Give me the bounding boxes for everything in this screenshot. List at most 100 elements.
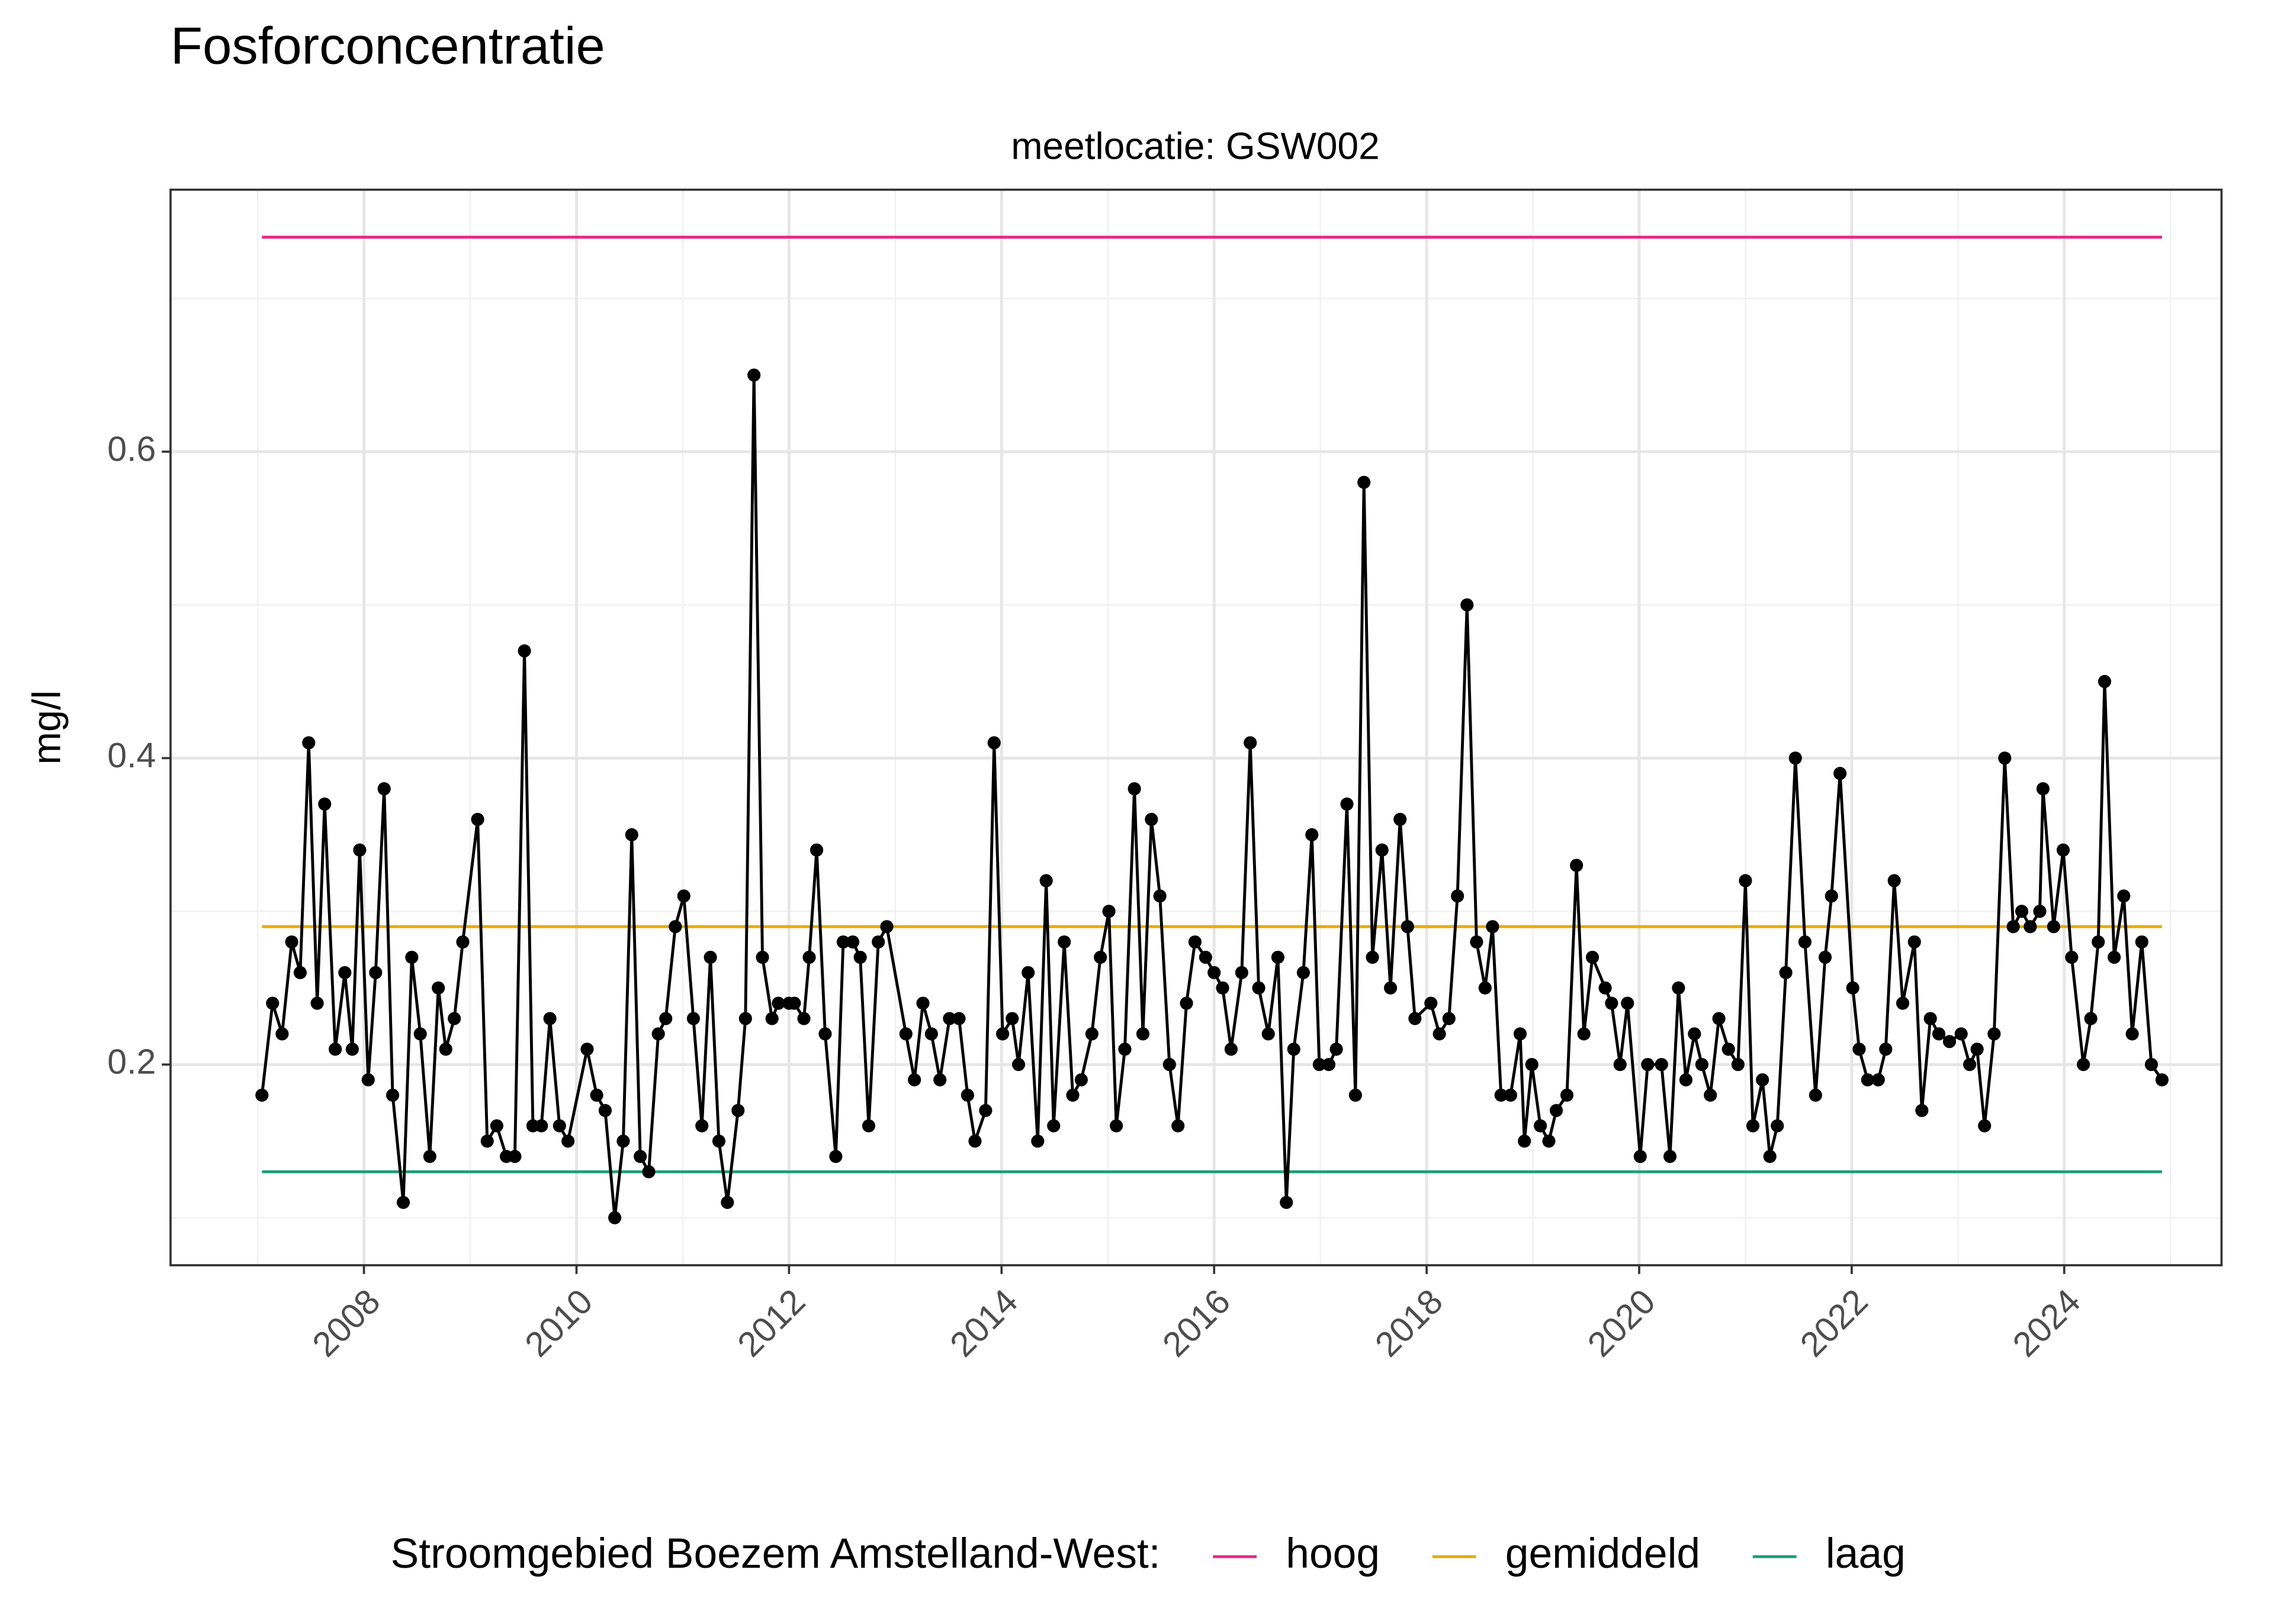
data-point: [1074, 1073, 1088, 1086]
data-point: [1721, 1043, 1735, 1056]
data-point: [293, 966, 307, 979]
data-point: [1712, 1012, 1726, 1025]
data-point: [1833, 767, 1847, 780]
data-point: [677, 889, 690, 903]
data-point: [456, 935, 470, 949]
data-point: [1655, 1057, 1668, 1072]
chart-title: Fosforconcentratie: [171, 17, 605, 75]
data-point: [2006, 920, 2020, 934]
data-point: [1513, 1027, 1527, 1041]
data-point: [952, 1012, 966, 1025]
data-point: [1312, 1057, 1326, 1072]
data-point: [2125, 1027, 2139, 1041]
data-point: [1145, 812, 1158, 827]
data-point: [1504, 1088, 1517, 1102]
data-point: [413, 1027, 427, 1041]
data-point: [1621, 996, 1634, 1010]
data-point: [2077, 1057, 2090, 1072]
data-point: [846, 935, 860, 949]
data-point: [1011, 1057, 1026, 1072]
data-point: [2065, 950, 2079, 964]
legend-title: Stroomgebied Boezem Amstelland-West:: [391, 1530, 1161, 1577]
data-point: [1560, 1088, 1574, 1102]
data-point: [1942, 1035, 1957, 1049]
legend-label: gemiddeld: [1505, 1530, 1700, 1577]
data-point: [1384, 981, 1398, 995]
data-point: [2047, 920, 2060, 934]
data-point: [329, 1043, 342, 1056]
data-point: [829, 1150, 843, 1163]
data-point: [1433, 1027, 1446, 1041]
data-point: [836, 935, 850, 949]
data-point: [686, 1012, 700, 1025]
data-point: [1542, 1134, 1556, 1148]
data-point: [1932, 1027, 1946, 1041]
data-point: [1366, 950, 1379, 964]
data-point: [1216, 981, 1229, 995]
data-point: [2092, 935, 2105, 949]
data-point: [1348, 1088, 1362, 1102]
legend: Stroomgebied Boezem Amstelland-West: hoo…: [391, 1530, 1906, 1577]
data-point: [1809, 1088, 1822, 1102]
data-point: [1118, 1043, 1132, 1056]
data-point: [1153, 889, 1167, 903]
data-point: [1887, 874, 1901, 887]
data-point: [2144, 1057, 2159, 1072]
data-point: [1287, 1043, 1300, 1056]
data-point: [1963, 1057, 1977, 1072]
data-point: [1494, 1088, 1508, 1102]
data-point: [448, 1012, 461, 1025]
data-point: [1408, 1012, 1422, 1025]
data-point: [943, 1012, 956, 1025]
data-point: [802, 950, 816, 964]
data-point: [361, 1073, 375, 1086]
data-point: [285, 935, 298, 949]
data-point: [1039, 874, 1053, 887]
data-point: [1679, 1073, 1693, 1086]
data-point: [561, 1134, 575, 1148]
y-axis-label: mg/l: [25, 690, 69, 765]
data-point: [908, 1073, 921, 1086]
data-point: [1641, 1057, 1655, 1072]
data-point: [1605, 996, 1618, 1010]
data-point: [738, 1012, 752, 1025]
data-point: [1451, 889, 1464, 903]
data-point: [1162, 1057, 1176, 1072]
data-point: [1357, 475, 1371, 489]
data-point: [338, 966, 352, 979]
data-point: [608, 1211, 622, 1224]
data-point: [853, 950, 867, 964]
data-point: [275, 1027, 289, 1041]
data-point: [1779, 966, 1793, 979]
data-point: [2098, 675, 2112, 689]
data-point: [353, 843, 367, 857]
data-point: [1672, 981, 1685, 995]
data-point: [961, 1088, 974, 1102]
data-point: [405, 950, 419, 964]
data-point: [1006, 1012, 1019, 1025]
data-point: [987, 736, 1001, 750]
data-point: [377, 782, 391, 796]
data-point: [772, 996, 785, 1010]
data-point: [2084, 1012, 2098, 1025]
data-point: [386, 1088, 400, 1102]
data-point: [1663, 1150, 1677, 1163]
data-point: [721, 1195, 734, 1210]
data-point: [1329, 1043, 1343, 1056]
data-point: [1818, 950, 1832, 964]
data-point: [1271, 950, 1284, 964]
data-point: [616, 1134, 630, 1148]
data-point: [695, 1119, 709, 1133]
data-point: [490, 1119, 503, 1133]
data-point: [1470, 935, 1483, 949]
data-point: [1731, 1057, 1745, 1072]
data-point: [968, 1134, 982, 1148]
data-point: [1923, 1012, 1937, 1025]
data-point: [2024, 920, 2037, 934]
data-point: [1846, 981, 1859, 995]
data-point: [1763, 1150, 1777, 1163]
data-point: [1340, 797, 1354, 811]
data-point: [2108, 950, 2121, 964]
